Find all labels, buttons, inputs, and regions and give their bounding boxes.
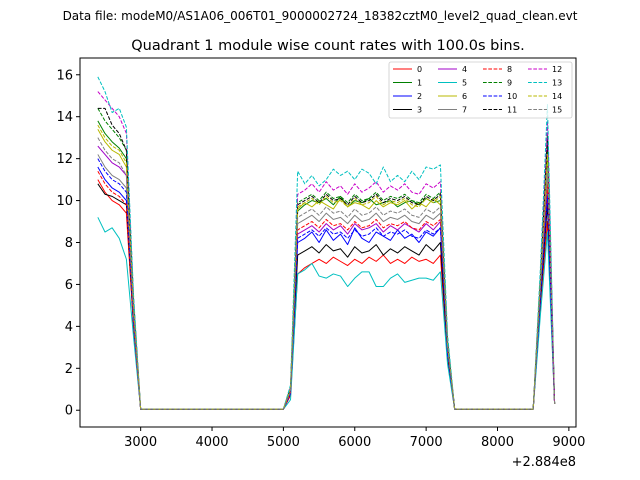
y-tick-label: 16 [56,68,73,83]
y-tick-label: 12 [56,152,73,167]
legend-label-14: 14 [552,92,562,101]
y-tick-label: 6 [65,278,73,293]
figure-suptitle: Data file: modeM0/AS1A06_006T01_90000027… [63,9,578,23]
legend-label-2: 2 [417,92,422,101]
series-line-15 [97,137,556,410]
legend-label-9: 9 [507,79,512,88]
legend-label-5: 5 [462,79,467,88]
legend-label-4: 4 [462,65,467,74]
x-tick-label: 8000 [481,435,514,450]
x-offset-label: +2.884e8 [512,455,576,470]
y-tick-label: 8 [65,236,73,251]
x-axis: 3000 4000 5000 6000 7000 8000 9000 [124,427,585,450]
legend-label-11: 11 [507,106,517,115]
legend-label-10: 10 [507,92,517,101]
chart-title: Quadrant 1 module wise count rates with … [131,38,525,54]
x-tick-label: 3000 [124,435,157,450]
x-tick-label: 4000 [195,435,228,450]
series-line-14 [97,124,556,410]
legend-box [388,61,573,119]
y-tick-label: 2 [65,362,73,377]
legend-label-6: 6 [462,92,467,101]
x-tick-label: 9000 [552,435,585,450]
x-tick-label: 6000 [338,435,371,450]
legend-label-1: 1 [417,79,422,88]
legend-label-12: 12 [552,65,562,74]
y-axis: 0 2 4 6 8 10 12 14 16 [56,68,80,419]
x-tick-label: 5000 [267,435,300,450]
series-layer [97,76,556,410]
y-tick-label: 10 [56,194,73,209]
legend-label-3: 3 [417,106,422,115]
legend-label-8: 8 [507,65,512,74]
y-tick-label: 0 [65,404,73,419]
legend-label-7: 7 [462,106,467,115]
y-tick-label: 14 [56,110,73,125]
legend-label-13: 13 [552,79,562,88]
legend-label-15: 15 [552,106,562,115]
legend-label-0: 0 [417,65,422,74]
plot-area: 3000 4000 5000 6000 7000 8000 9000 02468101214… [56,57,585,470]
y-tick-label: 4 [65,320,73,335]
x-tick-label: 7000 [410,435,443,450]
